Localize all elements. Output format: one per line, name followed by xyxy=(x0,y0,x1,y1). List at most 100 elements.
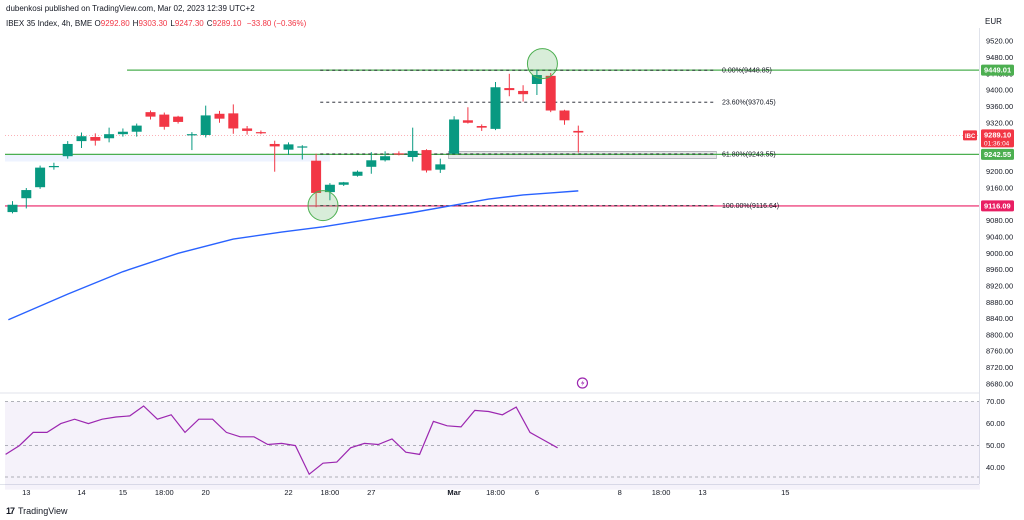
candle-body[interactable] xyxy=(90,137,101,141)
candle-body[interactable] xyxy=(269,143,280,147)
rsi-tick-label: 60.00 xyxy=(986,419,1005,428)
candle-body[interactable] xyxy=(48,165,59,168)
price-tick-label: 9360.00 xyxy=(986,102,1013,111)
publisher-line: dubenkosi published on TradingView.com, … xyxy=(6,4,255,13)
candle-body[interactable] xyxy=(407,150,418,158)
candle-body[interactable] xyxy=(490,87,501,129)
candle-body[interactable] xyxy=(214,113,225,119)
highlight-circle xyxy=(526,48,558,80)
candle-body[interactable] xyxy=(518,90,529,95)
candle-body[interactable] xyxy=(393,153,404,155)
time-tick-label: 13 xyxy=(698,488,706,497)
candle-body[interactable] xyxy=(76,136,87,142)
candle-body[interactable] xyxy=(159,114,170,127)
price-tick-label: 9040.00 xyxy=(986,232,1013,241)
level-badge-label: 9242.55 xyxy=(984,150,1011,159)
candle-body[interactable] xyxy=(352,171,363,176)
fib-level-label: 61.80%(9243.55) xyxy=(722,151,776,158)
candle-body[interactable] xyxy=(366,160,377,167)
symbol-bar: IBEX 35 Index, 4h, BME O9292.80 H9303.30 L… xyxy=(6,19,306,28)
level-badge xyxy=(981,64,1014,76)
candle-body[interactable] xyxy=(242,128,253,131)
candle-body[interactable] xyxy=(462,120,473,123)
price-tick-label: 9480.00 xyxy=(986,53,1013,62)
level-badge xyxy=(981,200,1014,212)
candle-body[interactable] xyxy=(449,119,460,154)
time-tick-label: 15 xyxy=(119,488,127,497)
time-tick-label: 13 xyxy=(22,488,30,497)
price-tick-label: 9000.00 xyxy=(986,249,1013,258)
price-tick-label: 9320.00 xyxy=(986,118,1013,127)
fib-level-label: 23.60%(9370.45) xyxy=(722,100,776,107)
candle-body[interactable] xyxy=(35,167,46,188)
candle-body[interactable] xyxy=(476,126,487,128)
tradingview-brand[interactable]: 17 TradingView xyxy=(6,506,68,516)
price-tick-label: 8880.00 xyxy=(986,298,1013,307)
candle-body[interactable] xyxy=(421,150,432,171)
tradingview-logo-icon: 17 xyxy=(6,506,15,516)
candle-body[interactable] xyxy=(200,115,211,135)
price-label-tag xyxy=(963,130,977,141)
candle-body[interactable] xyxy=(117,131,128,135)
candle-body[interactable] xyxy=(104,134,115,139)
candle-body[interactable] xyxy=(573,130,584,133)
candle-body[interactable] xyxy=(283,144,294,150)
ohlc-value-h: 9303.30 xyxy=(138,19,168,28)
rsi-tick-label: 40.00 xyxy=(986,463,1005,472)
time-tick-label: 15 xyxy=(781,488,789,497)
candle-body[interactable] xyxy=(435,164,446,170)
level-badge-label: 9449.01 xyxy=(984,66,1011,75)
price-tick-label: 8800.00 xyxy=(986,330,1013,339)
moving-average-line xyxy=(8,190,579,321)
candle-body[interactable] xyxy=(131,125,142,132)
symbol-name[interactable]: IBEX 35 Index, 4h, BME xyxy=(6,19,93,28)
price-label-tag-text: IBC xyxy=(965,134,976,140)
candle-body[interactable] xyxy=(545,75,556,111)
candle-body[interactable] xyxy=(21,190,32,199)
price-tick-label: 9160.00 xyxy=(986,184,1013,193)
price-tick-label: 8720.00 xyxy=(986,363,1013,372)
ohlc-label-c: C xyxy=(206,19,213,28)
highlight-circle xyxy=(307,190,339,222)
bar-countdown: 01:36:04 xyxy=(984,140,1010,147)
candle-body[interactable] xyxy=(228,113,239,129)
candle-body[interactable] xyxy=(62,143,73,157)
time-tick-label: 18:00 xyxy=(321,488,340,497)
candle-body[interactable] xyxy=(531,75,542,84)
zone-rect xyxy=(448,151,717,159)
price-tick-label: 9520.00 xyxy=(986,37,1013,46)
price-tick-label: 9400.00 xyxy=(986,86,1013,95)
candle-body[interactable] xyxy=(7,204,18,213)
candle-body[interactable] xyxy=(173,116,184,122)
candle-body[interactable] xyxy=(380,156,391,161)
candle-body[interactable] xyxy=(504,88,515,91)
time-tick-label: 14 xyxy=(77,488,85,497)
candle-body[interactable] xyxy=(186,134,197,136)
price-tick-label: 8680.00 xyxy=(986,379,1013,388)
rsi-line xyxy=(5,405,558,476)
candle-body[interactable] xyxy=(324,184,335,193)
fib-level-label: 0.00%(9448.85) xyxy=(722,68,772,75)
ohlc-label-h: H xyxy=(132,19,139,28)
candle-body[interactable] xyxy=(255,132,266,134)
lightning-glyph xyxy=(580,380,585,387)
price-tick-label: 8920.00 xyxy=(986,281,1013,290)
candle-body[interactable] xyxy=(338,182,349,185)
ohlc-value-l: 9247.30 xyxy=(174,19,204,28)
change-value: −33.80 (−0.36%) xyxy=(246,19,307,28)
candle-body[interactable] xyxy=(311,160,322,193)
candle-body[interactable] xyxy=(145,112,156,117)
time-tick-label: 22 xyxy=(284,488,292,497)
level-badge xyxy=(981,148,1014,160)
price-tick-label: 8840.00 xyxy=(986,314,1013,323)
ohlc-value-c: 9289.10 xyxy=(212,19,242,28)
candle-body[interactable] xyxy=(559,110,570,121)
time-tick-label: 20 xyxy=(202,488,210,497)
time-tick-label: 18:00 xyxy=(486,488,505,497)
rsi-tick-label: 50.00 xyxy=(986,441,1005,450)
ohlc-label-l: L xyxy=(170,19,175,28)
candle-body[interactable] xyxy=(297,146,308,148)
time-tick-label: 18:00 xyxy=(652,488,671,497)
